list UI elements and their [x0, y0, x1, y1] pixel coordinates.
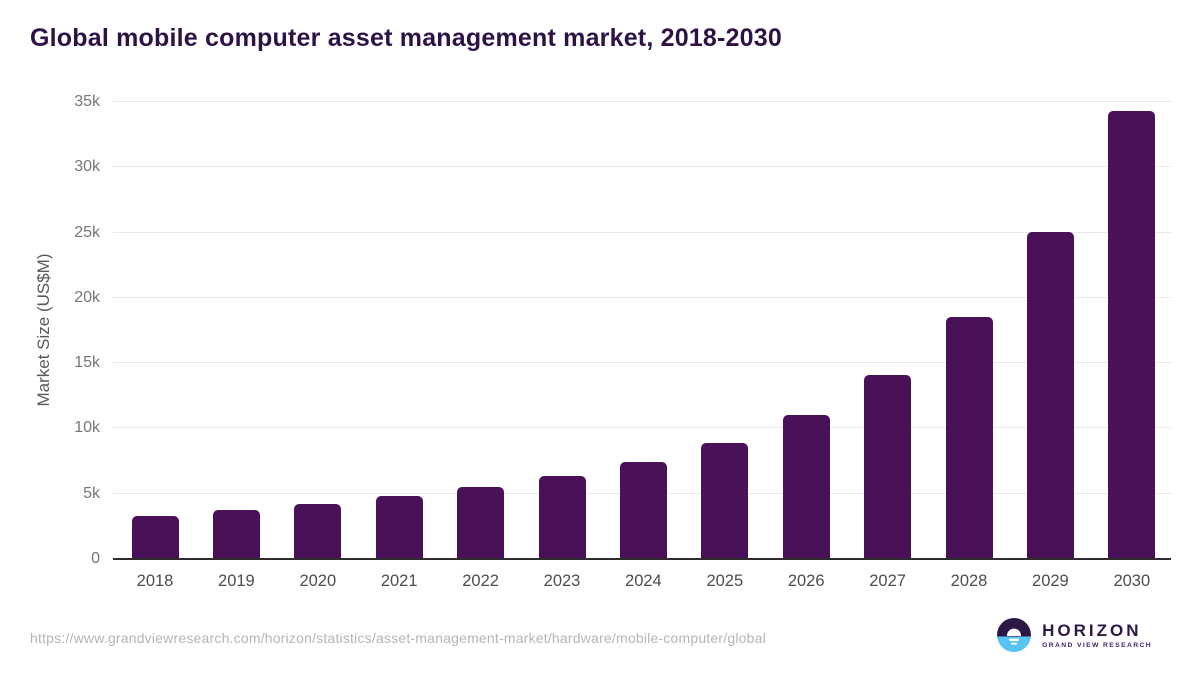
y-tick-label-5k: 5k — [83, 484, 100, 502]
x-tick-label-2025: 2025 — [706, 572, 744, 590]
y-tick-label-10k: 10k — [74, 419, 100, 437]
x-tick-label-2024: 2024 — [625, 572, 662, 590]
bar-2029 — [1026, 231, 1074, 559]
gridline-25k — [113, 231, 1171, 233]
y-tick-label-20k: 20k — [74, 288, 100, 306]
x-tick-label-2023: 2023 — [543, 572, 581, 590]
x-tick-label-2021: 2021 — [380, 572, 418, 590]
x-tick-label-2026: 2026 — [787, 572, 825, 590]
x-tick-label-2029: 2029 — [1032, 572, 1069, 590]
plot-area: 0 5k 10k 15k 20k 25k 30k 35k 2018 2019 2020 2021 202… — [74, 93, 1171, 590]
bar-2020 — [294, 503, 342, 559]
gridline-15k — [113, 362, 1171, 364]
x-tick-label-2018: 2018 — [136, 572, 174, 590]
bar-2026 — [782, 414, 830, 559]
y-tick-label-15k: 15k — [74, 354, 100, 372]
bar-2028 — [945, 317, 993, 559]
bar-2018 — [131, 515, 179, 559]
logo-title: HORIZON — [1042, 621, 1142, 640]
y-axis-title: Market Size (US$M) — [34, 253, 53, 407]
logo-subtitle: GRAND VIEW RESEARCH — [1042, 642, 1152, 649]
x-axis-line — [113, 558, 1171, 560]
gridline-20k — [113, 296, 1171, 298]
bar-2023 — [538, 476, 586, 559]
horizon-logo: HORIZON GRAND VIEW RESEARCH — [997, 618, 1152, 652]
x-tick-label-2030: 2030 — [1113, 572, 1151, 590]
horizon-logo-icon — [997, 618, 1032, 652]
bar-2027 — [864, 374, 912, 559]
gridline-30k — [113, 166, 1171, 168]
bar-2030 — [1108, 111, 1156, 559]
x-tick-label-2022: 2022 — [462, 572, 499, 590]
y-tick-label-30k: 30k — [74, 158, 100, 176]
gridline-35k — [113, 101, 1171, 102]
bar-2024 — [619, 462, 667, 559]
y-tick-label-0: 0 — [91, 550, 100, 567]
horizon-logo-text: HORIZON GRAND VIEW RESEARCH — [1042, 621, 1152, 649]
source-url: https://www.grandviewresearch.com/horizo… — [30, 630, 766, 646]
bar-2019 — [212, 510, 260, 559]
x-tick-label-2020: 2020 — [299, 572, 337, 590]
y-tick-label-25k: 25k — [74, 223, 100, 241]
bar-2025 — [701, 442, 749, 559]
y-tick-label-35k: 35k — [74, 93, 100, 110]
bar-2022 — [457, 487, 505, 559]
gridline-10k — [113, 427, 1171, 429]
x-tick-label-2028: 2028 — [950, 572, 988, 590]
bar-2021 — [375, 496, 423, 559]
chart-title: Global mobile computer asset management … — [30, 24, 782, 52]
x-tick-label-2019: 2019 — [218, 572, 255, 590]
x-tick-label-2027: 2027 — [869, 572, 906, 590]
